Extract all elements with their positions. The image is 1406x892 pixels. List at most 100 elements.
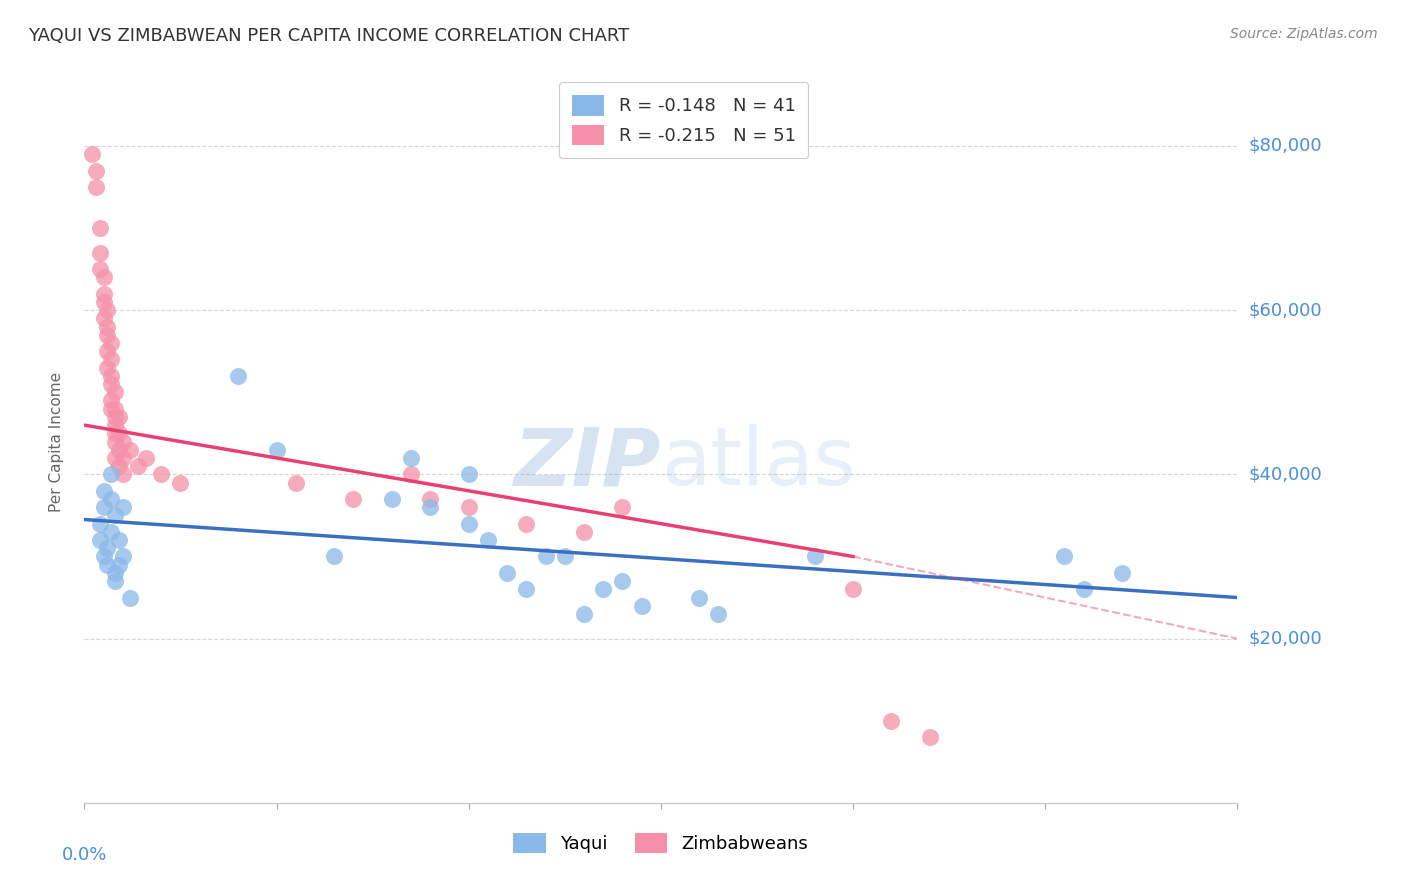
Point [104, 434, 127, 449]
Point [135, 450, 157, 465]
Point [880, 714, 903, 728]
Point [93, 286, 115, 301]
Point [477, 533, 499, 547]
Text: Source: ZipAtlas.com: Source: ZipAtlas.com [1230, 27, 1378, 41]
Point [93, 295, 115, 310]
Point [104, 426, 127, 441]
Point [111, 500, 134, 515]
Point [612, 574, 634, 588]
Point [108, 459, 131, 474]
Point [100, 368, 122, 383]
Point [120, 591, 142, 605]
Point [93, 483, 115, 498]
Point [104, 418, 127, 433]
Text: $60,000: $60,000 [1249, 301, 1322, 319]
Text: $20,000: $20,000 [1249, 630, 1322, 648]
Point [84, 180, 107, 194]
Legend: Yaqui, Zimbabweans: Yaqui, Zimbabweans [501, 820, 821, 866]
Point [108, 533, 131, 547]
Point [150, 467, 173, 482]
Point [419, 500, 441, 515]
Point [399, 450, 422, 465]
Point [100, 336, 122, 351]
Point [127, 459, 149, 474]
Point [572, 607, 595, 621]
Point [108, 558, 131, 572]
Point [457, 467, 479, 482]
Point [104, 574, 127, 588]
Point [515, 582, 537, 597]
Point [457, 516, 479, 531]
Point [100, 377, 122, 392]
Point [100, 352, 122, 367]
Point [342, 491, 364, 506]
Text: YAQUI VS ZIMBABWEAN PER CAPITA INCOME CORRELATION CHART: YAQUI VS ZIMBABWEAN PER CAPITA INCOME CO… [28, 27, 630, 45]
Point [108, 426, 131, 441]
Point [80, 147, 103, 161]
Point [104, 566, 127, 580]
Point [108, 409, 131, 424]
Point [1053, 549, 1076, 564]
Point [108, 442, 131, 457]
Point [323, 549, 346, 564]
Point [84, 163, 107, 178]
Point [96, 327, 118, 342]
Y-axis label: Per Capita Income: Per Capita Income [49, 371, 63, 512]
Point [89, 533, 111, 547]
Text: $40,000: $40,000 [1249, 466, 1322, 483]
Point [111, 549, 134, 564]
Point [515, 516, 537, 531]
Point [96, 319, 118, 334]
Point [96, 541, 118, 556]
Point [554, 549, 576, 564]
Point [803, 549, 825, 564]
Point [100, 401, 122, 416]
Point [96, 360, 118, 375]
Point [100, 393, 122, 408]
Point [169, 475, 191, 490]
Point [104, 401, 127, 416]
Point [93, 311, 115, 326]
Text: ZIP: ZIP [513, 425, 661, 502]
Point [266, 442, 288, 457]
Point [104, 508, 127, 523]
Point [612, 500, 634, 515]
Point [89, 221, 111, 235]
Point [104, 409, 127, 424]
Point [842, 582, 865, 597]
Point [399, 467, 422, 482]
Point [104, 450, 127, 465]
Point [630, 599, 652, 613]
Point [96, 344, 118, 359]
Point [918, 730, 941, 744]
Point [1111, 566, 1133, 580]
Point [496, 566, 519, 580]
Point [381, 491, 404, 506]
Point [688, 591, 710, 605]
Point [100, 467, 122, 482]
Point [592, 582, 614, 597]
Point [89, 516, 111, 531]
Point [572, 524, 595, 539]
Point [120, 442, 142, 457]
Point [100, 491, 122, 506]
Point [93, 270, 115, 285]
Point [104, 385, 127, 400]
Text: atlas: atlas [661, 425, 855, 502]
Point [457, 500, 479, 515]
Point [111, 434, 134, 449]
Point [93, 500, 115, 515]
Point [111, 450, 134, 465]
Point [89, 262, 111, 277]
Point [100, 524, 122, 539]
Point [226, 368, 249, 383]
Text: 0.0%: 0.0% [62, 847, 107, 864]
Point [707, 607, 730, 621]
Point [284, 475, 307, 490]
Point [93, 549, 115, 564]
Text: $80,000: $80,000 [1249, 137, 1322, 155]
Point [1073, 582, 1095, 597]
Point [419, 491, 441, 506]
Point [111, 467, 134, 482]
Point [89, 245, 111, 260]
